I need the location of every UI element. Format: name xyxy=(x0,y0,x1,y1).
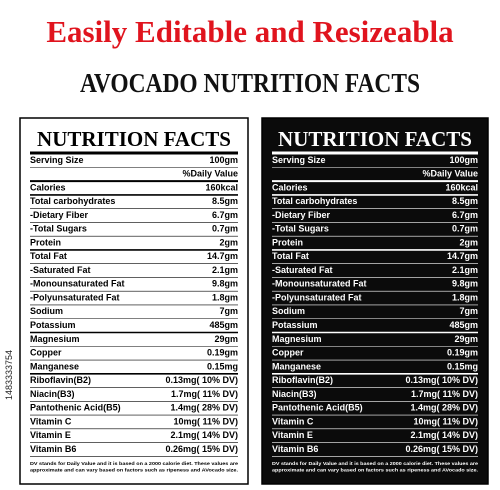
row-label: -Polyunsaturated Fat xyxy=(30,292,120,302)
row-value: 2.1mg( 14% DV) xyxy=(170,430,238,440)
row-value: 160kcal xyxy=(445,182,478,192)
row-value: 14.7gm xyxy=(447,251,478,261)
row-value: 0.15mg xyxy=(447,361,478,371)
daily-value-header: %Daily Value xyxy=(182,169,238,179)
row-value: 8.5gm xyxy=(452,196,478,206)
row-label: Copper xyxy=(30,348,62,358)
row-label: -Saturated Fat xyxy=(272,265,333,275)
row-value: 9.8gm xyxy=(452,279,478,289)
row-value: 7gm xyxy=(459,306,478,316)
row-label: Potassium xyxy=(272,320,318,330)
row-value: 6.7gm xyxy=(212,210,238,220)
label-title: NUTRITION FACTS xyxy=(278,127,472,151)
row-label: Total Fat xyxy=(30,251,67,261)
row-label: Vitamin E xyxy=(30,430,71,440)
footnote: DV stands for Daily Value and it is base… xyxy=(30,461,239,466)
row-label: Total Fat xyxy=(272,251,309,261)
row-value: 0.13mg( 10% DV) xyxy=(165,375,238,385)
footnote: approximate and can vary based on factor… xyxy=(272,468,478,473)
row-label: Protein xyxy=(272,237,303,247)
daily-value-header: %Daily Value xyxy=(422,169,478,179)
row-value: 6.7gm xyxy=(452,210,478,220)
row-label: Niacin(B3) xyxy=(272,389,317,399)
row-label: Riboflavin(B2) xyxy=(30,375,91,385)
row-value: 29gm xyxy=(454,334,478,344)
row-label: -Dietary Fiber xyxy=(30,210,89,220)
row-label: Niacin(B3) xyxy=(30,389,75,399)
stock-id: 1483333754 xyxy=(4,350,14,400)
row-label: -Dietary Fiber xyxy=(272,210,331,220)
label-title: NUTRITION FACTS xyxy=(37,127,231,151)
row-value: 0.7gm xyxy=(212,224,238,234)
row-value: 100gm xyxy=(449,155,478,165)
row-label: Pantothenic Acid(B5) xyxy=(30,403,121,413)
row-value: 10mg( 11% DV) xyxy=(173,416,238,426)
label-panel xyxy=(19,117,249,485)
row-value: 1.8gm xyxy=(452,292,478,302)
row-value: 485gm xyxy=(209,320,238,330)
row-value: 100gm xyxy=(209,155,238,165)
page-title: Easily Editable and Resizeabla xyxy=(46,14,454,49)
row-label: -Polyunsaturated Fat xyxy=(272,292,362,302)
row-value: 0.19gm xyxy=(207,348,238,358)
row-label: Sodium xyxy=(272,306,305,316)
row-label: Sodium xyxy=(30,306,63,316)
row-label: Manganese xyxy=(30,361,79,371)
page-subtitle: AVOCADO NUTRITION FACTS xyxy=(80,68,420,98)
row-label: -Monounsaturated Fat xyxy=(30,279,125,289)
row-value: 29gm xyxy=(214,334,238,344)
row-label: Vitamin C xyxy=(272,416,314,426)
row-value: 160kcal xyxy=(205,182,238,192)
row-label: Potassium xyxy=(30,320,76,330)
row-label: -Saturated Fat xyxy=(30,265,91,275)
row-value: 8.5gm xyxy=(212,196,238,206)
row-label: Serving Size xyxy=(272,155,326,165)
row-value: 14.7gm xyxy=(207,251,238,261)
row-value: 1.7mg( 11% DV) xyxy=(171,389,238,399)
row-label: Vitamin B6 xyxy=(30,444,76,454)
row-label: Copper xyxy=(272,348,304,358)
row-value: 485gm xyxy=(449,320,478,330)
label-panel xyxy=(261,117,489,485)
footnote: approximate and can vary based on factor… xyxy=(30,468,238,473)
row-label: Calories xyxy=(272,182,308,192)
row-label: Riboflavin(B2) xyxy=(272,375,333,385)
row-label: Pantothenic Acid(B5) xyxy=(272,403,363,413)
row-value: 0.26mg( 15% DV) xyxy=(405,444,478,454)
row-label: -Monounsaturated Fat xyxy=(272,279,367,289)
row-label: Calories xyxy=(30,182,66,192)
row-value: 2gm xyxy=(219,237,238,247)
row-value: 2.1mg( 14% DV) xyxy=(410,430,478,440)
row-value: 1.7mg( 11% DV) xyxy=(411,389,478,399)
row-value: 1.8gm xyxy=(212,292,238,302)
row-value: 0.15mg xyxy=(207,361,238,371)
row-value: 10mg( 11% DV) xyxy=(413,416,478,426)
row-value: 2.1gm xyxy=(212,265,238,275)
row-label: Magnesium xyxy=(30,334,80,344)
row-label: Manganese xyxy=(272,361,321,371)
row-value: 2.1gm xyxy=(452,265,478,275)
row-value: 0.26mg( 15% DV) xyxy=(165,444,238,454)
row-value: 1.4mg( 28% DV) xyxy=(410,403,478,413)
row-value: 0.13mg( 10% DV) xyxy=(405,375,478,385)
row-label: Protein xyxy=(30,237,61,247)
row-label: Vitamin C xyxy=(30,416,72,426)
row-value: 7gm xyxy=(219,306,238,316)
footnote: DV stands for Daily Value and it is base… xyxy=(272,461,479,466)
row-value: 2gm xyxy=(459,237,478,247)
row-value: 9.8gm xyxy=(212,279,238,289)
row-value: 0.7gm xyxy=(452,224,478,234)
row-label: Total carbohydrates xyxy=(30,196,115,206)
row-value: 1.4mg( 28% DV) xyxy=(170,403,238,413)
row-label: Magnesium xyxy=(272,334,322,344)
row-label: -Total Sugars xyxy=(30,224,87,234)
row-value: 0.19gm xyxy=(447,348,478,358)
row-label: Vitamin E xyxy=(272,430,313,440)
row-label: -Total Sugars xyxy=(272,224,329,234)
row-label: Total carbohydrates xyxy=(272,196,357,206)
row-label: Vitamin B6 xyxy=(272,444,318,454)
row-label: Serving Size xyxy=(30,155,84,165)
